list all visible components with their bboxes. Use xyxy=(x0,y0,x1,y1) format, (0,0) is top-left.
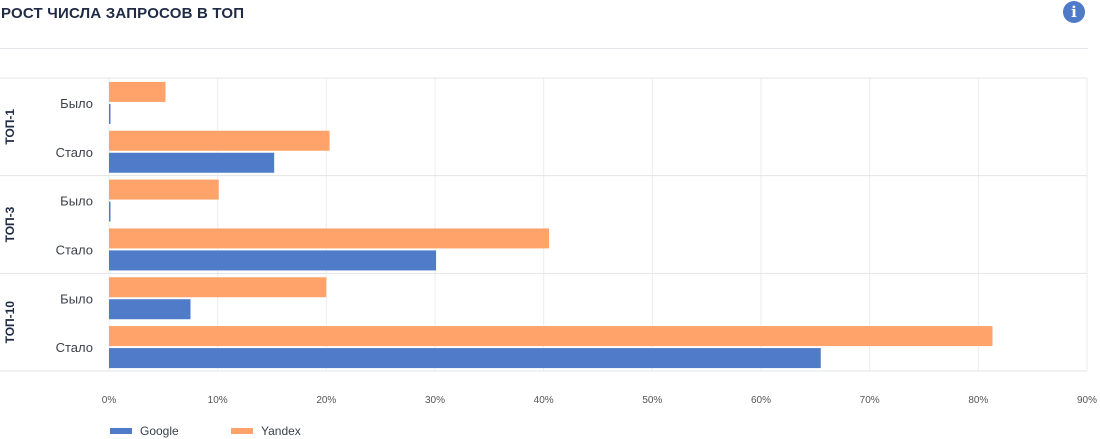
bar-yandex xyxy=(109,179,219,200)
legend-label-google: Google xyxy=(140,424,179,438)
x-tick-label: 60% xyxy=(751,395,771,406)
bar-google xyxy=(109,201,111,222)
bar-yandex xyxy=(109,277,327,298)
x-tick-label: 90% xyxy=(1077,395,1097,406)
legend-swatch-yandex xyxy=(231,427,253,434)
legend-item-yandex[interactable]: Yandex xyxy=(231,424,301,438)
bar-yandex xyxy=(109,228,550,249)
x-tick-label: 70% xyxy=(860,395,880,406)
info-icon[interactable]: i xyxy=(1063,1,1085,23)
bar-google xyxy=(109,299,191,320)
x-tick-label: 80% xyxy=(968,395,988,406)
bar-google xyxy=(109,103,111,124)
bar-google xyxy=(109,348,821,369)
bar-yandex xyxy=(109,130,330,151)
chart-header: РОСТ ЧИСЛА ЗАПРОСОВ В ТОП i xyxy=(0,0,1100,48)
row-label: Было xyxy=(60,96,93,111)
legend-item-google[interactable]: Google xyxy=(110,424,179,438)
legend-swatch-google xyxy=(110,427,132,434)
row-label: Было xyxy=(60,194,93,209)
row-label: Было xyxy=(60,291,93,306)
header-divider xyxy=(0,48,1088,49)
x-tick-label: 30% xyxy=(425,395,445,406)
row-label: Стало xyxy=(56,145,93,160)
chart-title: РОСТ ЧИСЛА ЗАПРОСОВ В ТОП xyxy=(1,5,245,22)
row-label: Стало xyxy=(56,340,93,355)
bar-yandex xyxy=(109,326,993,347)
x-tick-label: 20% xyxy=(316,395,336,406)
bar-google xyxy=(109,152,275,173)
group-label: ТОП-3 xyxy=(3,206,17,242)
bar-google xyxy=(109,250,437,271)
legend-label-yandex: Yandex xyxy=(261,424,301,438)
row-label: Стало xyxy=(56,242,93,257)
group-label: ТОП-10 xyxy=(3,301,17,344)
x-tick-label: 40% xyxy=(534,395,554,406)
bar-yandex xyxy=(109,81,166,102)
x-tick-label: 0% xyxy=(102,395,117,406)
x-tick-label: 50% xyxy=(642,395,662,406)
group-label: ТОП-1 xyxy=(3,109,17,145)
bar-chart: 0% 10% 20% 30% 40% 50% 60% 70% 80% 90% ТОП-1 Было Ст… xyxy=(0,77,1097,406)
x-tick-label: 10% xyxy=(208,395,228,406)
